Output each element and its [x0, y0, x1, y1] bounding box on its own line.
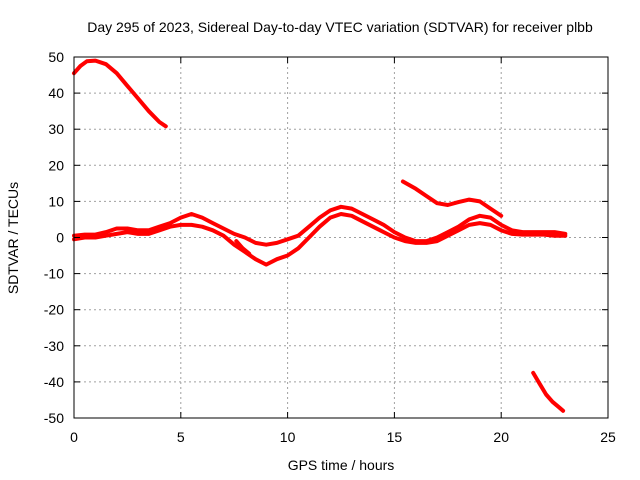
series-layer: [72, 58, 568, 413]
y-axis-label: SDTVAR / TECUs: [5, 182, 21, 294]
series-arc-high-early: [72, 58, 168, 129]
series-main-band-lower: [72, 212, 568, 267]
y-tick-label: 30: [48, 121, 64, 137]
x-tick-label: 5: [177, 429, 185, 445]
grid-layer: [74, 57, 608, 418]
x-tick-label: 25: [600, 429, 616, 445]
tick-layer: [73, 56, 609, 419]
series-arc-mid-late: [400, 179, 504, 218]
y-tick-label: 10: [48, 193, 64, 209]
x-tick-label: 20: [493, 429, 509, 445]
y-tick-label: -10: [44, 266, 64, 282]
y-tick-label: -20: [44, 302, 64, 318]
y-tick-label: 40: [48, 85, 64, 101]
y-tick-label: -40: [44, 374, 64, 390]
series-main-band-upper: [72, 204, 568, 247]
y-tick-label: -30: [44, 338, 64, 354]
x-tick-label: 0: [70, 429, 78, 445]
x-tick-label: 15: [387, 429, 403, 445]
chart-title: Day 295 of 2023, Sidereal Day-to-day VTE…: [87, 19, 593, 35]
series-minor-dip-8h: [234, 239, 252, 256]
x-tick-label: 10: [280, 429, 296, 445]
y-tick-label: 20: [48, 157, 64, 173]
series-arc-low-late: [531, 370, 566, 413]
x-axis-label: GPS time / hours: [288, 457, 395, 473]
tick-label-layer: 0 5 10 15 20 25 -50 -40 -30 -20 -10 0 10 20 30 40 50: [44, 49, 616, 445]
y-tick-label: -50: [44, 410, 64, 426]
y-tick-label: 50: [48, 49, 64, 65]
y-tick-label: 0: [56, 230, 64, 246]
